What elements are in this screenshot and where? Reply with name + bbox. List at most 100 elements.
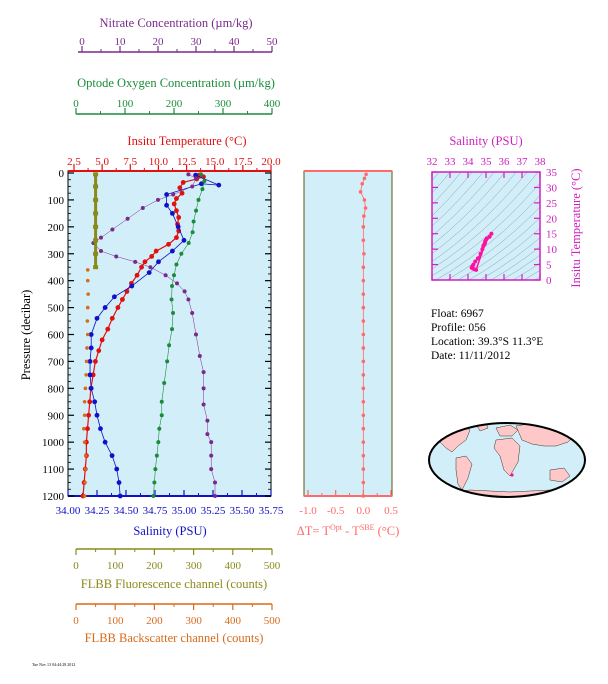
pressure-tick-label: 300 <box>48 249 65 261</box>
backscatter-tick-label: 200 <box>146 615 163 627</box>
delta-t-axis-title: ΔT= TOpt - TSBE (°C) <box>297 523 400 538</box>
salinity-point <box>146 270 152 275</box>
fluorescence-axis-title: FLBB Fluorescence channel (counts) <box>81 577 267 591</box>
map-south-america <box>455 455 473 491</box>
ts-point <box>474 267 479 272</box>
insitu-point <box>153 248 159 254</box>
ts-isopycnal-line <box>435 194 540 280</box>
nitrate-point <box>209 467 214 472</box>
flbb-point <box>83 467 88 471</box>
delta-t-point <box>361 399 366 404</box>
pressure-tick-label: 1200 <box>42 491 65 503</box>
fluorescence-tick-label: 100 <box>107 560 124 572</box>
map-float-location-marker <box>510 473 514 477</box>
ts-salinity-tick-label: 36 <box>499 156 511 168</box>
ts-salinity-tick-label: 35 <box>481 156 493 168</box>
map-africa <box>493 437 521 477</box>
flbb-point <box>85 268 90 272</box>
ts-isopycnal-line <box>432 172 506 246</box>
salinity-point <box>112 294 117 300</box>
delta-t-tick-label: 0.5 <box>384 505 398 517</box>
temperature-tick-label: 20.0 <box>261 156 281 168</box>
optode-point <box>191 219 196 224</box>
flbb-point <box>93 184 99 189</box>
delta-t-point <box>361 346 366 350</box>
backscatter-axis-title: FLBB Backscatter channel (counts) <box>85 631 264 645</box>
nitrate-point <box>156 197 160 202</box>
flbb-point <box>83 480 87 485</box>
oxygen-tick-label: 100 <box>117 98 134 110</box>
nitrate-tick-label: 30 <box>191 36 203 48</box>
delta-t-point <box>361 440 366 444</box>
salinity-tick-label: 35.25 <box>201 505 226 517</box>
delta-t-point <box>361 494 366 498</box>
delta-t-tick-label: -1.0 <box>299 505 317 517</box>
ts-isopycnal-line <box>432 172 495 237</box>
ts-isopycnal-line <box>490 246 540 280</box>
temperature-tick-label: 7.5 <box>123 156 137 168</box>
flbb-point <box>93 172 99 177</box>
nitrate-point <box>171 192 176 197</box>
salinity-series-line <box>89 174 219 497</box>
delta-t-point <box>361 386 366 391</box>
ts-isopycnal-line <box>432 172 484 227</box>
insitu-point <box>177 185 183 191</box>
optode-point <box>152 480 157 485</box>
map-australia <box>549 467 571 483</box>
delta-t-panel-background <box>303 170 393 497</box>
flbb-point <box>83 386 88 391</box>
flbb-point <box>93 265 99 270</box>
pressure-tick-label: 200 <box>48 222 65 234</box>
ts-point <box>484 236 489 241</box>
temperature-tick-label: 17.5 <box>233 156 253 168</box>
optode-point <box>179 251 184 256</box>
salinity-point <box>94 412 100 418</box>
ts-isopycnal-line <box>432 172 462 206</box>
insitu-point <box>139 264 144 270</box>
ts-temperature-tick-label: 20 <box>546 213 558 225</box>
salinity-point <box>170 210 175 216</box>
salinity-point <box>88 345 94 351</box>
salinity-point <box>87 372 93 378</box>
nitrate-point <box>190 184 195 189</box>
ts-isopycnal-line <box>512 262 540 280</box>
temperature-axis-title: Insitu Temperature (°C) <box>127 134 246 148</box>
salinity-point <box>98 426 103 432</box>
nitrate-point <box>148 265 153 270</box>
map-frame <box>428 422 586 498</box>
insitu-point <box>120 297 125 302</box>
backscatter-tick-label: 500 <box>264 615 281 627</box>
nitrate-point <box>197 354 202 359</box>
insitu-point <box>174 196 179 201</box>
optode-point <box>200 187 205 192</box>
optode-point <box>167 343 172 348</box>
ts-temperature-tick-label: 25 <box>546 198 558 210</box>
flbb-point <box>85 319 90 323</box>
insitu-point <box>166 241 171 247</box>
flbb-point <box>82 440 87 444</box>
optode-point <box>174 262 179 267</box>
nitrate-point <box>99 235 103 240</box>
flbb-point <box>85 305 90 310</box>
delta-t-point <box>361 359 366 364</box>
fluorescence-tick-label: 200 <box>146 560 163 572</box>
delta-t-point <box>363 206 368 210</box>
flbb-point <box>93 224 99 229</box>
ts-salinity-axis-title: Salinity (PSU) <box>449 134 522 148</box>
optode-point <box>172 273 176 278</box>
salinity-tick-label: 34.75 <box>143 505 168 517</box>
salinity-point <box>199 181 204 187</box>
insitu-point <box>176 215 182 220</box>
optode-point <box>153 467 158 472</box>
nitrate-point <box>140 205 145 210</box>
delta-t-point <box>361 305 366 310</box>
delta-t-tick-label: -0.5 <box>327 505 345 517</box>
optode-point <box>159 413 164 418</box>
nitrate-point <box>186 297 191 302</box>
salinity-point <box>129 283 135 289</box>
salinity-point <box>181 237 187 243</box>
ts-salinity-tick-label: 33 <box>445 156 457 168</box>
optode-point <box>169 297 174 302</box>
ts-isopycnal-line <box>432 172 539 270</box>
pressure-tick-label: 500 <box>48 303 65 315</box>
